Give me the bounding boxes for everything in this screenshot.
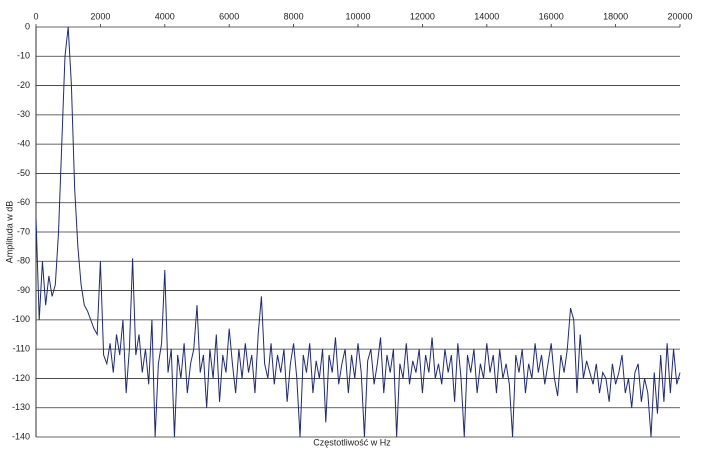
y-axis-title: Amplituda w dB [4, 201, 14, 264]
x-tick-label: 0 [33, 11, 38, 21]
y-tick-label: -110 [13, 344, 30, 354]
y-tick-label: -140 [12, 431, 30, 441]
x-tick-label: 4000 [155, 11, 175, 21]
y-tick-label: -80 [17, 256, 30, 266]
x-tick-label: 20000 [667, 11, 692, 21]
y-tick-label: -10 [17, 51, 30, 61]
y-tick-label: -70 [17, 226, 30, 236]
x-tick-label: 14000 [474, 11, 499, 21]
x-tick-label: 16000 [539, 11, 564, 21]
y-tick-label: -60 [17, 197, 30, 207]
spectrum-line [35, 26, 681, 438]
y-tick-label: 0 [25, 21, 30, 31]
y-tick-label: -130 [12, 402, 30, 412]
x-tick-label: 12000 [410, 11, 435, 21]
y-tick-label: -40 [17, 139, 30, 149]
x-tick-label: 10000 [345, 11, 370, 21]
x-tick-label: 2000 [90, 11, 110, 21]
y-tick-label: -30 [17, 109, 30, 119]
y-tick-label: -90 [17, 285, 30, 295]
x-axis-title: Częstotliwość w Hz [313, 437, 391, 447]
x-tick-label: 18000 [603, 11, 628, 21]
x-tick-label: 8000 [284, 11, 304, 21]
y-tick-label: -20 [17, 80, 30, 90]
y-tick-label: -120 [12, 373, 30, 383]
y-tick-label: -50 [17, 168, 30, 178]
x-tick-label: 6000 [219, 11, 239, 21]
y-tick-label: -100 [12, 314, 30, 324]
